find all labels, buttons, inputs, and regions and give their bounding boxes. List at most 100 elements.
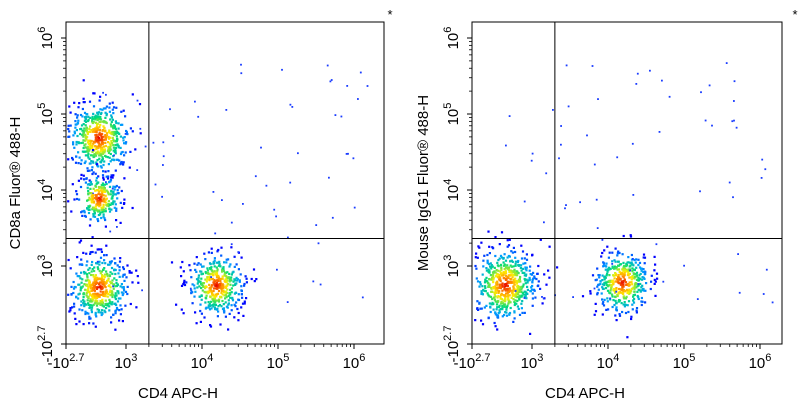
density-dot bbox=[613, 277, 616, 280]
density-dot bbox=[517, 278, 520, 281]
density-dot bbox=[532, 277, 535, 280]
density-dot bbox=[180, 275, 183, 278]
sparse-dot bbox=[161, 195, 163, 198]
density-dot bbox=[111, 301, 114, 304]
density-dot bbox=[108, 300, 112, 303]
density-dot bbox=[105, 197, 108, 200]
density-dot bbox=[208, 308, 212, 311]
density-dot bbox=[520, 257, 524, 260]
density-dot bbox=[476, 300, 479, 303]
density-dot bbox=[596, 293, 599, 296]
density-dot bbox=[516, 289, 519, 293]
y-tick-label: 103 bbox=[442, 255, 462, 278]
density-dot bbox=[84, 139, 87, 142]
density-dot bbox=[529, 265, 532, 268]
sparse-dot bbox=[615, 290, 618, 293]
density-dot bbox=[498, 290, 501, 293]
sparse-dot bbox=[152, 141, 155, 144]
sparse-dot bbox=[319, 283, 322, 286]
density-dot bbox=[93, 211, 96, 214]
density-dot bbox=[486, 292, 489, 295]
density-dot bbox=[100, 293, 103, 296]
density-dot bbox=[90, 201, 94, 204]
density-dot bbox=[95, 131, 98, 134]
density-dot bbox=[115, 139, 118, 142]
density-dot bbox=[124, 142, 127, 145]
density-dot bbox=[601, 286, 604, 289]
density-dot bbox=[211, 292, 214, 295]
density-dot bbox=[111, 196, 114, 199]
density-dot bbox=[488, 252, 491, 255]
density-dot bbox=[108, 185, 112, 188]
x-tick-exponent: 6 bbox=[359, 352, 365, 364]
density-dot bbox=[523, 311, 526, 314]
density-dot bbox=[492, 278, 495, 281]
density-dot bbox=[505, 292, 508, 295]
density-dot bbox=[627, 261, 630, 264]
density-dot bbox=[501, 315, 504, 318]
density-dot bbox=[72, 141, 75, 144]
density-dot bbox=[223, 294, 226, 297]
density-dot bbox=[498, 283, 501, 286]
density-dot bbox=[217, 277, 220, 280]
density-dot bbox=[93, 154, 96, 157]
sparse-dot bbox=[765, 268, 768, 271]
density-dot bbox=[498, 243, 501, 246]
x-tick-base: 10 bbox=[521, 355, 538, 372]
density-dot bbox=[627, 283, 630, 286]
density-dot bbox=[97, 286, 100, 289]
sparse-dot bbox=[109, 230, 112, 233]
density-dot bbox=[615, 301, 618, 305]
density-dot bbox=[88, 208, 91, 211]
sparse-dot bbox=[225, 109, 228, 111]
density-dot bbox=[117, 297, 120, 300]
density-dot bbox=[606, 297, 609, 300]
x-tick-exponent: 3 bbox=[131, 352, 137, 364]
density-dot bbox=[122, 286, 125, 289]
density-dot bbox=[107, 149, 110, 152]
sparse-dot bbox=[359, 71, 362, 74]
density-dot bbox=[644, 289, 647, 292]
density-dot bbox=[613, 259, 616, 262]
density-dot bbox=[237, 298, 240, 301]
density-dot bbox=[635, 271, 639, 274]
sparse-dot bbox=[530, 159, 533, 162]
density-dot bbox=[115, 282, 118, 285]
density-dot bbox=[196, 282, 199, 285]
density-dot bbox=[229, 283, 232, 286]
density-dot bbox=[190, 276, 193, 279]
density-dot bbox=[531, 278, 534, 282]
density-dot bbox=[206, 269, 210, 272]
density-dot bbox=[85, 126, 88, 129]
density-dot bbox=[634, 283, 637, 286]
density-dot bbox=[496, 283, 499, 286]
density-dot bbox=[480, 319, 483, 322]
density-dot bbox=[210, 266, 213, 269]
x-tick-label: -102.7 bbox=[48, 352, 85, 372]
y-tick-label: 106 bbox=[442, 27, 462, 50]
y-tick-label: 103 bbox=[36, 255, 56, 278]
density-dot bbox=[81, 285, 84, 288]
density-dot bbox=[68, 130, 71, 133]
density-dot bbox=[624, 281, 628, 284]
density-dot bbox=[115, 219, 118, 222]
density-dot bbox=[74, 161, 78, 164]
density-dot bbox=[110, 114, 113, 117]
density-dot bbox=[211, 304, 214, 307]
density-dot bbox=[496, 261, 499, 264]
density-dot bbox=[123, 273, 126, 276]
density-dot bbox=[102, 200, 105, 203]
density-dot bbox=[94, 274, 97, 277]
density-dot bbox=[637, 296, 640, 299]
density-dot bbox=[511, 293, 514, 296]
density-dot bbox=[200, 294, 203, 298]
density-dot bbox=[82, 292, 85, 295]
density-dot bbox=[225, 284, 228, 287]
sparse-dot bbox=[732, 196, 734, 199]
density-dot bbox=[67, 158, 70, 161]
density-dot bbox=[615, 289, 618, 292]
density-dot bbox=[482, 288, 485, 291]
density-dot bbox=[75, 140, 78, 144]
y-tick-base: 10 bbox=[445, 185, 462, 202]
density-dot bbox=[529, 273, 532, 276]
